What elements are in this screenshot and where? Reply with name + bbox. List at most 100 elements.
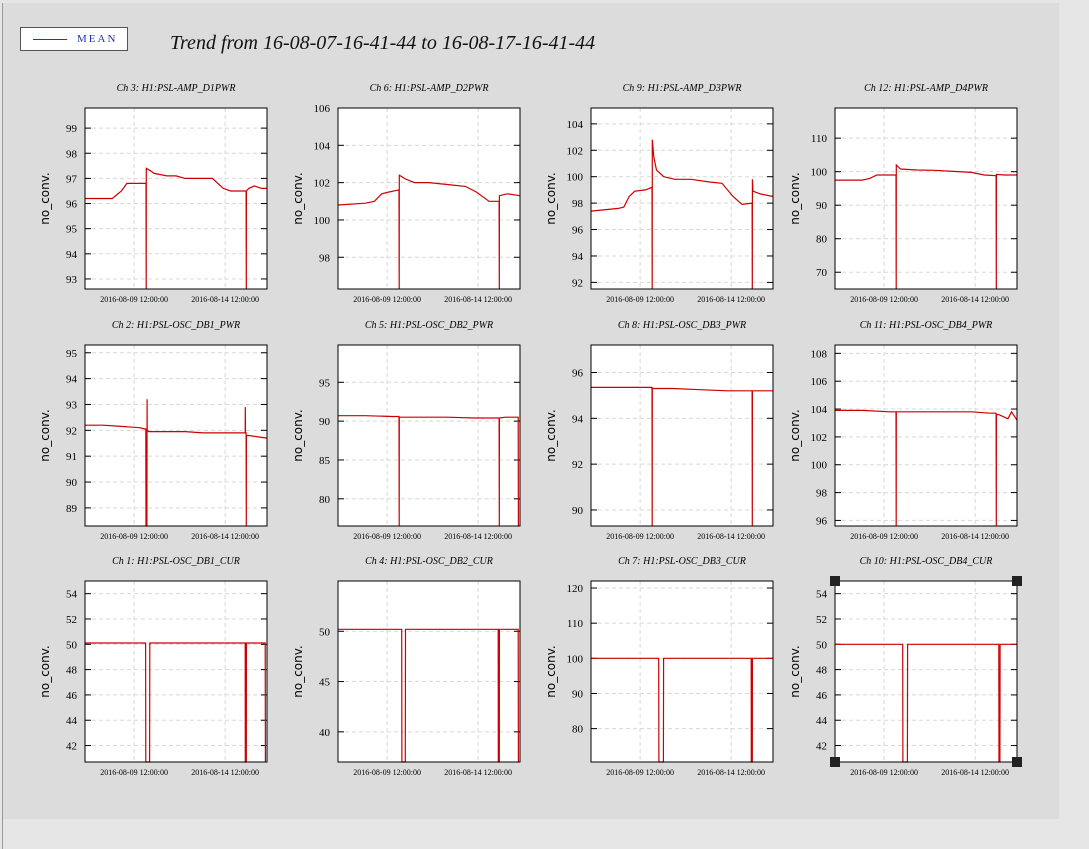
plot-frame <box>84 580 268 763</box>
plot-frame <box>834 107 1018 290</box>
y-tick-label: 90 <box>66 477 78 489</box>
chart-panel: 93 94 95 96 97 98 99 2016-08-09 12:00:00 2016-08… <box>38 83 268 304</box>
y-axis-label: no_conv. <box>788 172 802 224</box>
y-axis-label: no_conv. <box>544 409 558 461</box>
plot-area <box>591 108 773 289</box>
chart-panel: 96 98 100 102 104 106 108 2016-08-09 12:00:00 20… <box>788 320 1018 541</box>
y-tick-label: 80 <box>319 494 331 506</box>
chart-title: Ch 2: H1:PSL-OSC_DB1_PWR <box>112 320 240 331</box>
y-tick-label: 102 <box>811 432 828 444</box>
x-tick-label: 2016-08-14 12:00:00 <box>191 768 259 777</box>
y-tick-label: 104 <box>811 404 828 416</box>
chart-title: Ch 6: H1:PSL-AMP_D2PWR <box>370 83 489 94</box>
y-tick-label: 100 <box>811 460 828 472</box>
y-tick-label: 54 <box>66 589 78 601</box>
plot-area <box>85 581 267 762</box>
y-axis-label: no_conv. <box>291 172 305 224</box>
chart-panel: 42 44 46 48 50 52 54 2016-08-09 12:00:00 2016-08… <box>788 556 1022 777</box>
y-tick-label: 106 <box>314 103 331 115</box>
plot-area <box>85 345 267 526</box>
y-tick-label: 93 <box>66 399 78 411</box>
x-tick-label: 2016-08-09 12:00:00 <box>606 532 674 541</box>
plot-frame <box>337 580 521 763</box>
y-tick-label: 80 <box>572 724 584 736</box>
series-line <box>835 409 1018 527</box>
x-tick-label: 2016-08-09 12:00:00 <box>606 768 674 777</box>
chart-panel: 98 100 102 104 106 2016-08-09 12:00:00 2016-08… <box>291 83 521 304</box>
series-line <box>85 167 267 290</box>
chart-panel: 89 90 91 92 93 94 95 2016-08-09 12:00:00 2016-08… <box>38 320 268 541</box>
series-line <box>337 174 521 290</box>
y-tick-label: 94 <box>66 374 78 386</box>
x-tick-label: 2016-08-14 12:00:00 <box>444 768 512 777</box>
y-tick-label: 52 <box>816 614 827 626</box>
selection-handle <box>1012 757 1022 767</box>
y-tick-label: 40 <box>319 727 331 739</box>
chart-panel: 92 94 96 98 100 102 104 2016-08-09 12:00:00 2016… <box>544 83 774 304</box>
plot-frame <box>834 344 1018 527</box>
y-tick-label: 70 <box>816 267 828 279</box>
x-tick-label: 2016-08-14 12:00:00 <box>697 768 765 777</box>
page-title: Trend from 16-08-07-16-41-44 to 16-08-17… <box>170 32 596 54</box>
selection-handle <box>830 576 840 586</box>
series-line <box>85 399 268 527</box>
y-tick-label: 44 <box>816 715 828 727</box>
y-tick-label: 95 <box>66 224 78 236</box>
y-tick-label: 46 <box>816 690 828 702</box>
legend-line-swatch <box>33 39 67 40</box>
plot-area <box>835 108 1017 289</box>
plot-frame <box>84 344 268 527</box>
y-tick-label: 110 <box>567 618 584 630</box>
x-tick-label: 2016-08-09 12:00:00 <box>606 295 674 304</box>
x-tick-label: 2016-08-14 12:00:00 <box>941 768 1009 777</box>
y-tick-label: 42 <box>816 741 827 753</box>
x-tick-label: 2016-08-09 12:00:00 <box>100 295 168 304</box>
series-line <box>338 415 520 527</box>
y-tick-label: 96 <box>66 199 78 211</box>
y-tick-label: 48 <box>66 665 78 677</box>
plot-frame <box>590 580 774 763</box>
y-tick-label: 96 <box>572 367 584 379</box>
chart-title: Ch 1: H1:PSL-OSC_DB1_CUR <box>112 556 240 567</box>
chart-panel: 80 90 100 110 120 2016-08-09 12:00:00 2016-08-… <box>544 556 774 777</box>
y-tick-label: 42 <box>66 741 77 753</box>
y-tick-label: 94 <box>572 413 584 425</box>
chart-title: Ch 3: H1:PSL-AMP_D1PWR <box>117 83 236 94</box>
y-tick-label: 110 <box>811 133 828 145</box>
y-tick-label: 98 <box>66 148 78 160</box>
plot-frame <box>590 107 774 290</box>
y-tick-label: 100 <box>567 172 584 184</box>
x-tick-label: 2016-08-09 12:00:00 <box>353 532 421 541</box>
y-tick-label: 90 <box>816 200 828 212</box>
chart-title: Ch 10: H1:PSL-OSC_DB4_CUR <box>860 556 993 567</box>
series-line <box>835 643 1017 763</box>
y-axis-label: no_conv. <box>38 172 52 224</box>
series-line <box>591 386 773 527</box>
y-tick-label: 120 <box>567 583 584 595</box>
x-tick-label: 2016-08-14 12:00:00 <box>697 295 765 304</box>
chart-panel: 80 85 90 95 2016-08-09 12:00:00 2016-08-14 12… <box>291 320 521 541</box>
plot-frame <box>834 580 1018 763</box>
series-line <box>85 642 266 763</box>
legend-box: MEAN <box>20 27 128 51</box>
y-tick-label: 100 <box>811 167 828 179</box>
y-tick-label: 98 <box>816 488 828 500</box>
legend-label: MEAN <box>77 33 118 45</box>
y-tick-label: 50 <box>816 639 828 651</box>
y-tick-label: 92 <box>572 459 583 471</box>
x-tick-label: 2016-08-09 12:00:00 <box>850 532 918 541</box>
chart-title: Ch 11: H1:PSL-OSC_DB4_PWR <box>860 320 993 331</box>
y-tick-label: 48 <box>816 665 828 677</box>
plot-area <box>591 345 773 526</box>
x-tick-label: 2016-08-09 12:00:00 <box>100 532 168 541</box>
y-tick-label: 50 <box>66 639 78 651</box>
x-tick-label: 2016-08-14 12:00:00 <box>191 532 259 541</box>
y-axis-label: no_conv. <box>38 409 52 461</box>
x-tick-label: 2016-08-09 12:00:00 <box>353 768 421 777</box>
chart-title: Ch 7: H1:PSL-OSC_DB3_CUR <box>618 556 746 567</box>
x-tick-label: 2016-08-09 12:00:00 <box>353 295 421 304</box>
y-tick-label: 100 <box>567 653 584 665</box>
y-tick-label: 108 <box>811 348 828 360</box>
x-tick-label: 2016-08-14 12:00:00 <box>444 532 512 541</box>
